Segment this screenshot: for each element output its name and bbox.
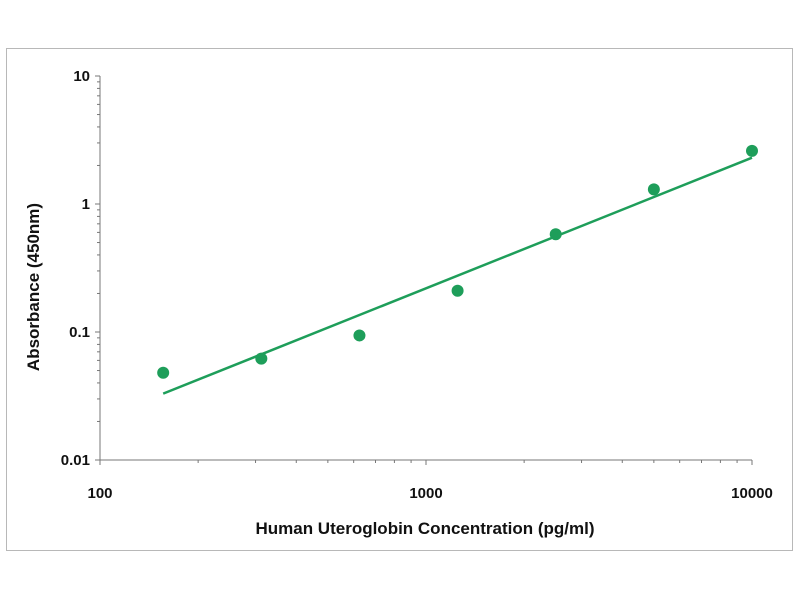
figure-frame (6, 48, 793, 551)
axes (99, 76, 752, 461)
fit-line (162, 156, 753, 395)
y-axis-title: Absorbance (450nm) (24, 203, 43, 371)
data-point (746, 144, 758, 157)
y-tick-label: 1 (82, 196, 90, 213)
data-point (549, 228, 562, 241)
data-point (255, 352, 268, 365)
y-tick-label: 10 (73, 68, 90, 85)
y-tick-label: 0.01 (61, 452, 90, 469)
x-tick-label: 100 (87, 485, 112, 502)
data-point (353, 329, 366, 342)
x-axis-title: Human Uteroglobin Concentration (pg/ml) (255, 519, 594, 538)
x-tick-label: 10000 (731, 485, 773, 502)
data-point (157, 366, 170, 379)
data-points (157, 144, 758, 379)
fit-line-group (162, 156, 753, 395)
x-tick-label: 1000 (409, 485, 442, 502)
ticks: 10 1 0.1 0.01 100 1000 10000 (61, 68, 773, 502)
data-point (647, 183, 660, 196)
data-point (451, 284, 464, 297)
y-tick-label: 0.1 (69, 324, 90, 341)
